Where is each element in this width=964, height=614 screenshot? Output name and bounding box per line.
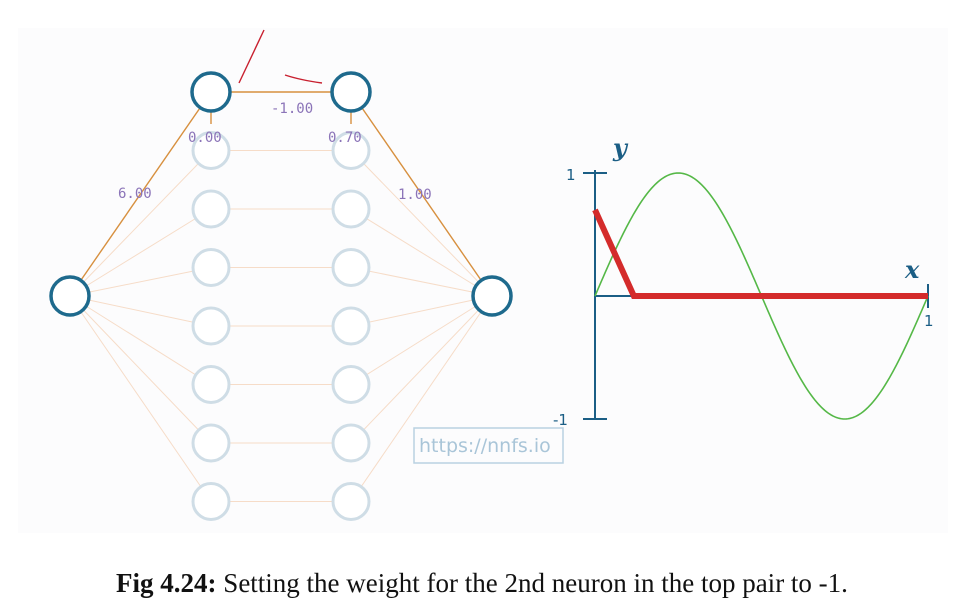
connection-faded bbox=[350, 208, 493, 297]
connection-faded bbox=[69, 150, 212, 297]
annotation-stroke bbox=[238, 29, 265, 84]
hidden-neuron-faded bbox=[191, 306, 231, 346]
hidden-neuron-faded bbox=[331, 365, 371, 404]
annotation-stroke bbox=[284, 74, 323, 84]
connection-faded bbox=[350, 150, 493, 297]
weight-label-top-pair: -1.00 bbox=[271, 101, 313, 117]
hidden-neuron-faded bbox=[191, 189, 231, 229]
input-neuron bbox=[49, 275, 91, 317]
hidden-neuron-faded bbox=[331, 248, 371, 287]
hidden-neuron-top-right bbox=[330, 71, 372, 113]
hidden-neuron-faded bbox=[191, 365, 231, 404]
hidden-neuron-faded bbox=[191, 248, 231, 287]
hidden-neuron-top-left bbox=[190, 71, 232, 113]
connection-faded bbox=[69, 295, 212, 444]
hidden-neuron-faded bbox=[331, 306, 371, 346]
series-line-network-output bbox=[592, 208, 928, 299]
network-neurons bbox=[49, 71, 513, 521]
hidden-neuron-faded bbox=[191, 131, 231, 170]
hidden-neuron-faded bbox=[331, 189, 371, 229]
network-connections bbox=[69, 91, 493, 502]
hidden-neuron-faded bbox=[331, 423, 371, 463]
caption-label: Fig 4.24: bbox=[116, 568, 217, 598]
watermark-text: https://nnfs.io bbox=[419, 435, 551, 457]
connection-active-input-top bbox=[69, 91, 212, 297]
watermark-box bbox=[413, 427, 564, 464]
connection-faded bbox=[350, 295, 493, 385]
connection-faded bbox=[69, 295, 212, 327]
connection-faded bbox=[69, 295, 212, 385]
connection-active-top-output bbox=[350, 91, 493, 297]
connection-faded bbox=[350, 267, 493, 297]
connection-faded bbox=[350, 295, 493, 502]
connection-faded bbox=[350, 295, 493, 444]
chart: y x 1 -1 1 bbox=[553, 133, 934, 429]
y-tick-label-bottom: -1 bbox=[553, 411, 568, 429]
y-axis-label: y bbox=[612, 133, 629, 162]
connection-faded bbox=[69, 267, 212, 297]
hidden-neuron-faded bbox=[331, 131, 371, 170]
weight-label-input-top: 6.00 bbox=[118, 186, 152, 202]
weight-label-top-output: 1.00 bbox=[398, 187, 432, 203]
connection-faded bbox=[69, 208, 212, 297]
bias-label-top-left: 0.00 bbox=[188, 130, 222, 146]
x-tick-label-end: 1 bbox=[924, 312, 934, 330]
hidden-neuron-faded bbox=[331, 482, 371, 521]
y-tick-label-top: 1 bbox=[566, 166, 576, 184]
figure-caption: Fig 4.24: Setting the weight for the 2nd… bbox=[0, 568, 964, 599]
connection-faded bbox=[350, 295, 493, 327]
connection-faded bbox=[69, 295, 212, 502]
hidden-neuron-faded bbox=[191, 482, 231, 521]
bias-label-top-right: 0.70 bbox=[328, 130, 362, 146]
hidden-neuron-faded bbox=[191, 423, 231, 463]
caption-text: Setting the weight for the 2nd neuron in… bbox=[216, 568, 848, 598]
x-axis-label: x bbox=[904, 255, 920, 284]
output-neuron bbox=[471, 275, 513, 317]
